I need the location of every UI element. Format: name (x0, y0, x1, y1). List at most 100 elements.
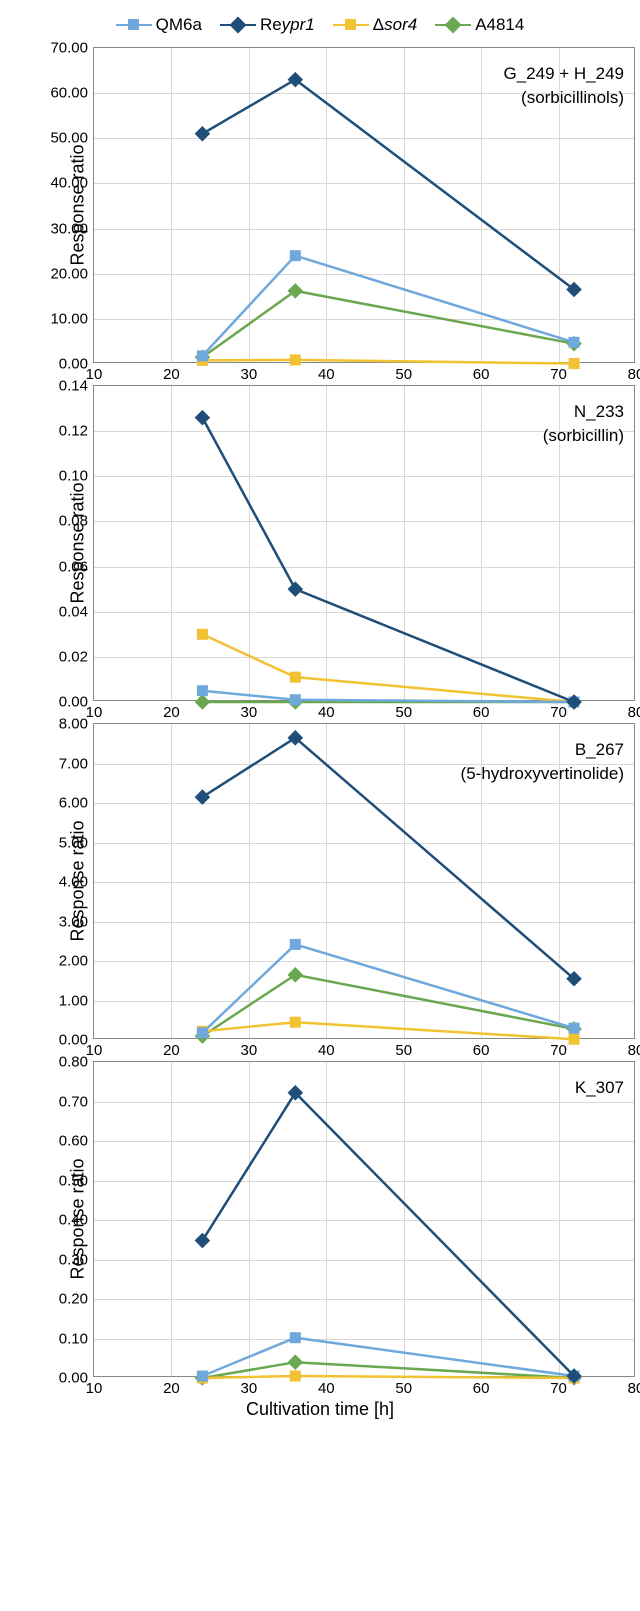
legend-label-dsor4: Δsor4 (373, 15, 417, 35)
y-tick-label: 0.12 (59, 423, 94, 440)
y-tick-label: 1.00 (59, 992, 94, 1009)
square-icon (569, 1034, 580, 1045)
x-tick-label: 30 (241, 1038, 258, 1059)
series-layer (94, 48, 636, 364)
square-icon (569, 1023, 580, 1034)
series-line-qm6a (202, 256, 574, 356)
series-layer (94, 724, 636, 1040)
diamond-icon (195, 126, 211, 142)
x-axis-label: Cultivation time [h] (15, 1399, 625, 1420)
x-tick-label: 80 (628, 700, 640, 721)
square-icon (290, 250, 301, 261)
y-axis-label: Response ratio (68, 811, 89, 951)
diamond-icon (195, 1233, 211, 1249)
series-layer (94, 386, 636, 702)
x-tick-label: 80 (628, 1038, 640, 1059)
x-tick-label: 10 (86, 1376, 103, 1397)
y-tick-label: 7.00 (59, 755, 94, 772)
y-tick-label: 0.70 (59, 1093, 94, 1110)
square-icon (345, 19, 356, 30)
legend-marker-a4814 (435, 18, 471, 32)
chart3: 0.001.002.003.004.005.006.007.008.001020… (93, 723, 635, 1039)
legend: QM6a Reypr1 Δsor4 A4814 (15, 15, 625, 35)
y-tick-label: 6.00 (59, 795, 94, 812)
x-tick-label: 40 (318, 362, 335, 383)
legend-marker-qm6a (116, 18, 152, 32)
y-tick-label: 10.00 (50, 310, 94, 327)
x-tick-label: 20 (163, 1038, 180, 1059)
series-line-dsor4 (202, 634, 574, 702)
square-icon (569, 358, 580, 369)
y-tick-label: 60.00 (50, 85, 94, 102)
square-icon (197, 685, 208, 696)
series-line-reypr1 (202, 1093, 574, 1376)
x-tick-label: 20 (163, 700, 180, 721)
y-tick-label: 0.80 (59, 1054, 94, 1071)
square-icon (290, 672, 301, 683)
square-icon (290, 1332, 301, 1343)
square-icon (290, 939, 301, 950)
y-tick-label: 8.00 (59, 716, 94, 733)
square-icon (197, 629, 208, 640)
x-tick-label: 40 (318, 1376, 335, 1397)
diamond-icon (445, 17, 462, 34)
diamond-icon (229, 17, 246, 34)
square-icon (128, 19, 139, 30)
legend-label-a4814: A4814 (475, 15, 524, 35)
series-line-qm6a (202, 944, 574, 1032)
y-tick-label: 70.00 (50, 40, 94, 57)
square-icon (290, 354, 301, 365)
legend-item-reypr1: Reypr1 (220, 15, 315, 35)
y-tick-label: 2.00 (59, 953, 94, 970)
x-tick-label: 30 (241, 1376, 258, 1397)
legend-label-qm6a: QM6a (156, 15, 202, 35)
x-tick-label: 20 (163, 362, 180, 383)
diamond-icon (288, 967, 304, 983)
y-tick-label: 0.02 (59, 648, 94, 665)
x-tick-label: 60 (473, 1038, 490, 1059)
series-line-qm6a (202, 1338, 574, 1376)
legend-item-qm6a: QM6a (116, 15, 202, 35)
x-tick-label: 50 (395, 1038, 412, 1059)
x-tick-label: 80 (628, 1376, 640, 1397)
x-tick-label: 40 (318, 1038, 335, 1059)
diamond-icon (288, 283, 304, 299)
y-tick-label: 0.14 (59, 378, 94, 395)
y-tick-label: 0.10 (59, 1330, 94, 1347)
x-tick-label: 30 (241, 362, 258, 383)
x-tick-label: 60 (473, 1376, 490, 1397)
x-tick-label: 80 (628, 362, 640, 383)
x-tick-label: 70 (550, 1038, 567, 1059)
series-line-reypr1 (202, 738, 574, 979)
y-tick-label: 0.60 (59, 1133, 94, 1150)
y-tick-label: 0.20 (59, 1291, 94, 1308)
y-axis-label: Response ratio (68, 135, 89, 275)
x-tick-label: 70 (550, 362, 567, 383)
chart1: 0.0010.0020.0030.0040.0050.0060.0070.001… (93, 47, 635, 363)
series-line-dsor4 (202, 1376, 574, 1378)
diamond-icon (195, 694, 211, 710)
x-tick-label: 20 (163, 1376, 180, 1397)
x-tick-label: 60 (473, 362, 490, 383)
chart2: 0.000.020.040.060.080.100.120.1410203040… (93, 385, 635, 701)
square-icon (197, 350, 208, 361)
series-line-dsor4 (202, 1022, 574, 1039)
x-tick-label: 50 (395, 1376, 412, 1397)
chart4: 0.000.100.200.300.400.500.600.700.801020… (93, 1061, 635, 1377)
diamond-icon (195, 410, 211, 426)
y-axis-label: Response ratio (68, 1149, 89, 1289)
legend-marker-reypr1 (220, 18, 256, 32)
diamond-icon (195, 789, 211, 805)
legend-label-reypr1: Reypr1 (260, 15, 315, 35)
diamond-icon (288, 581, 304, 597)
series-layer (94, 1062, 636, 1378)
square-icon (290, 1371, 301, 1382)
square-icon (290, 1017, 301, 1028)
diamond-icon (288, 1354, 304, 1370)
legend-marker-dsor4 (333, 18, 369, 32)
legend-item-dsor4: Δsor4 (333, 15, 417, 35)
x-tick-label: 50 (395, 362, 412, 383)
square-icon (569, 337, 580, 348)
y-axis-label: Response ratio (68, 473, 89, 613)
legend-item-a4814: A4814 (435, 15, 524, 35)
